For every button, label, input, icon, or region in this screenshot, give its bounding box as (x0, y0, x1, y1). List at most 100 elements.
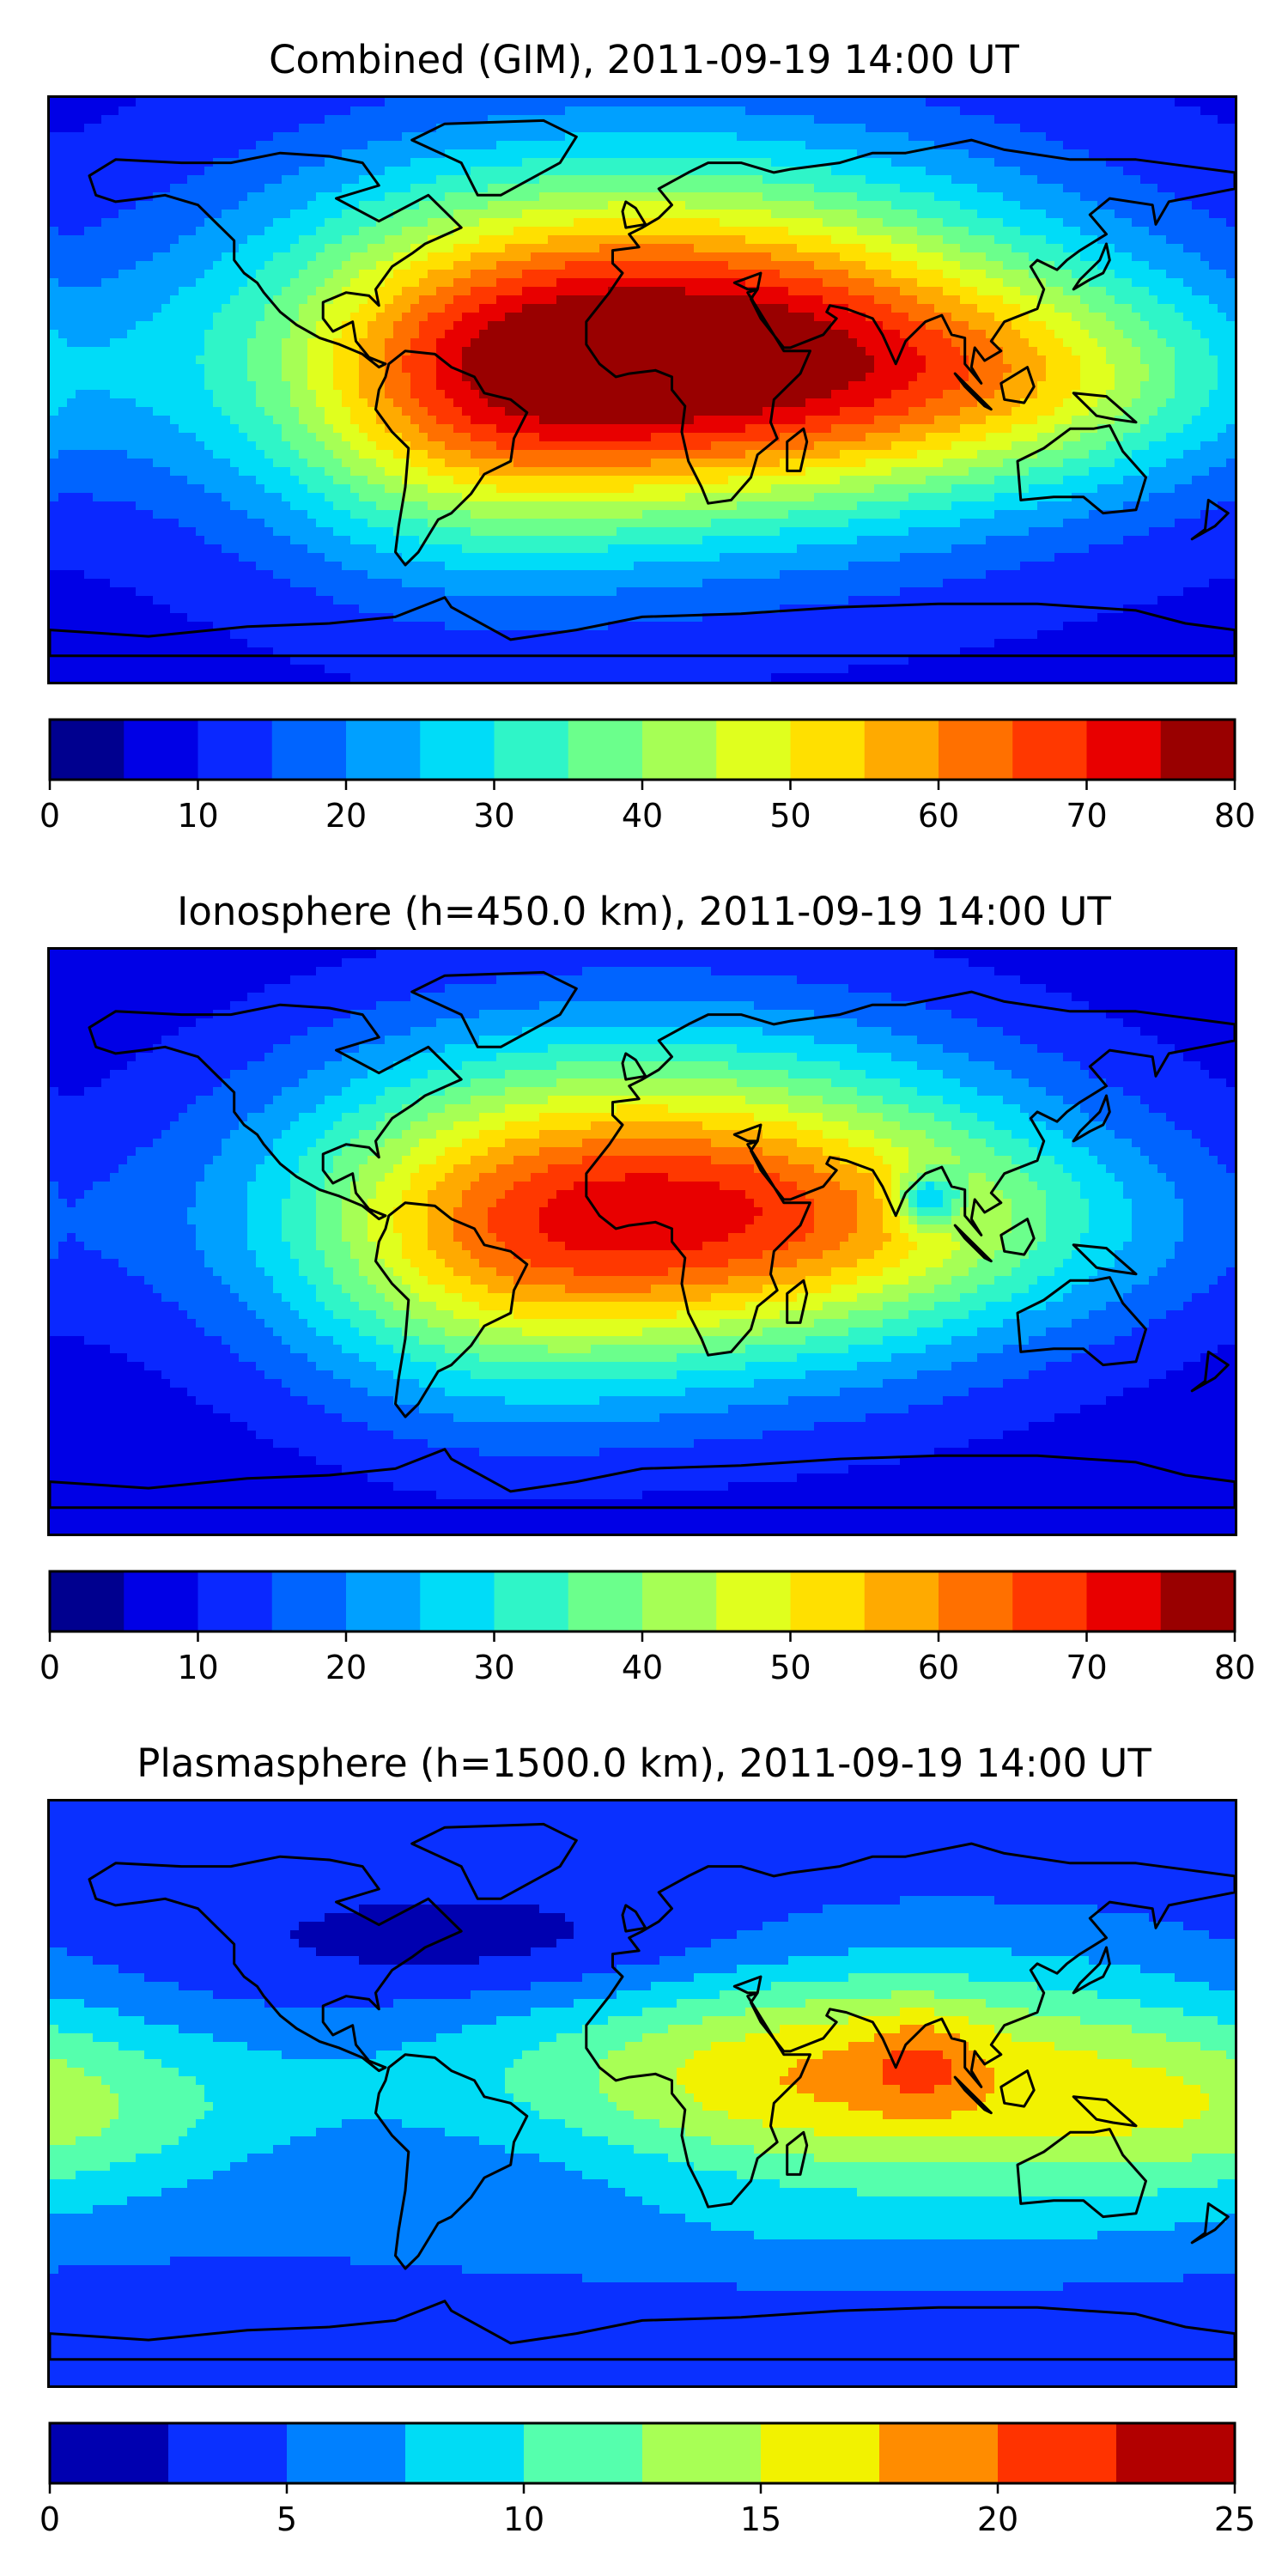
heatmap-cell (273, 321, 283, 331)
heatmap-cell (694, 252, 703, 262)
heatmap-cell (410, 201, 420, 210)
heatmap-cell (951, 175, 961, 185)
heatmap-cell (531, 398, 540, 408)
heatmap-cell (720, 184, 729, 193)
heatmap-cell (745, 313, 755, 322)
heatmap-cell (539, 270, 549, 279)
heatmap-cell (264, 98, 274, 107)
heatmap-cell (1063, 201, 1072, 210)
heatmap-cell (823, 201, 832, 210)
heatmap-cell (118, 252, 128, 262)
heatmap-cell (805, 278, 815, 288)
heatmap-cell (462, 132, 471, 142)
heatmap-cell (1226, 252, 1235, 262)
heatmap-cell (222, 210, 231, 219)
heatmap-cell (1183, 295, 1193, 305)
heatmap-cell (127, 106, 137, 116)
heatmap-cell (118, 261, 128, 270)
heatmap-cell (1020, 381, 1030, 391)
heatmap-cell (410, 235, 420, 245)
heatmap-cell (196, 287, 205, 296)
heatmap-cell (788, 201, 798, 210)
heatmap-cell (273, 287, 283, 296)
heatmap-cell (866, 167, 875, 176)
heatmap-cell (153, 321, 162, 331)
heatmap-cell (222, 407, 231, 416)
heatmap-cell (385, 287, 394, 296)
heatmap-cell (685, 373, 695, 382)
heatmap-cell (1200, 124, 1210, 133)
heatmap-cell (1149, 106, 1158, 116)
heatmap-cell (264, 278, 274, 288)
heatmap-cell (282, 407, 291, 416)
heatmap-cell (617, 321, 626, 331)
heatmap-cell (376, 158, 386, 167)
heatmap-cell (574, 321, 583, 331)
heatmap-cell (513, 175, 523, 185)
heatmap-cell (634, 132, 643, 142)
heatmap-cell (213, 244, 222, 253)
heatmap-cell (316, 218, 325, 228)
heatmap-cell (1115, 398, 1124, 408)
heatmap-cell (1106, 218, 1115, 228)
heatmap-cell (848, 373, 858, 382)
heatmap-cell (513, 373, 523, 382)
heatmap-cell (376, 184, 386, 193)
heatmap-cell (599, 175, 609, 185)
heatmap-cell (325, 158, 334, 167)
heatmap-cell (591, 321, 600, 331)
heatmap-cell (101, 98, 111, 107)
heatmap-cell (445, 192, 454, 202)
heatmap-cell (1192, 167, 1201, 176)
heatmap-cell (788, 227, 798, 236)
heatmap-cell (471, 115, 480, 125)
heatmap-cell (1046, 270, 1055, 279)
heatmap-cell (866, 355, 875, 365)
heatmap-cell (548, 398, 557, 408)
heatmap-cell (1175, 115, 1184, 125)
heatmap-cell (694, 355, 703, 365)
heatmap-cell (737, 338, 746, 348)
heatmap-cell (728, 398, 738, 408)
heatmap-cell (136, 287, 145, 296)
heatmap-cell (513, 261, 523, 270)
heatmap-cell (325, 287, 334, 296)
heatmap-cell (848, 158, 858, 167)
heatmap-cell (153, 261, 162, 270)
heatmap-cell (368, 218, 377, 228)
heatmap-cell (685, 227, 695, 236)
heatmap-cell (333, 98, 343, 107)
heatmap-cell (900, 218, 909, 228)
heatmap-cell (1132, 313, 1141, 322)
heatmap-cell (1132, 184, 1141, 193)
heatmap-cell (659, 218, 669, 228)
heatmap-cell (127, 347, 137, 356)
heatmap-cell (1089, 106, 1098, 116)
heatmap-cell (479, 106, 489, 116)
heatmap-cell (67, 175, 76, 185)
heatmap-cell (574, 201, 583, 210)
heatmap-cell (264, 373, 274, 382)
heatmap-cell (505, 390, 514, 399)
heatmap-cell (926, 218, 935, 228)
heatmap-cell (436, 295, 446, 305)
heatmap-cell (694, 210, 703, 219)
heatmap-cell (1080, 252, 1090, 262)
heatmap-cell (857, 167, 866, 176)
heatmap-cell (488, 270, 497, 279)
heatmap-cell (711, 98, 720, 107)
heatmap-cell (874, 330, 884, 339)
heatmap-cell (539, 304, 549, 313)
heatmap-cell (642, 98, 652, 107)
heatmap-cell (1097, 227, 1107, 236)
heatmap-cell (934, 390, 944, 399)
heatmap-cell (1089, 115, 1098, 125)
heatmap-cell (1029, 210, 1038, 219)
heatmap-cell (402, 270, 411, 279)
heatmap-cell (737, 141, 746, 150)
heatmap-cell (1072, 98, 1081, 107)
heatmap-cell (848, 278, 858, 288)
heatmap-cell (659, 270, 669, 279)
heatmap-cell (840, 192, 849, 202)
heatmap-cell (307, 124, 317, 133)
